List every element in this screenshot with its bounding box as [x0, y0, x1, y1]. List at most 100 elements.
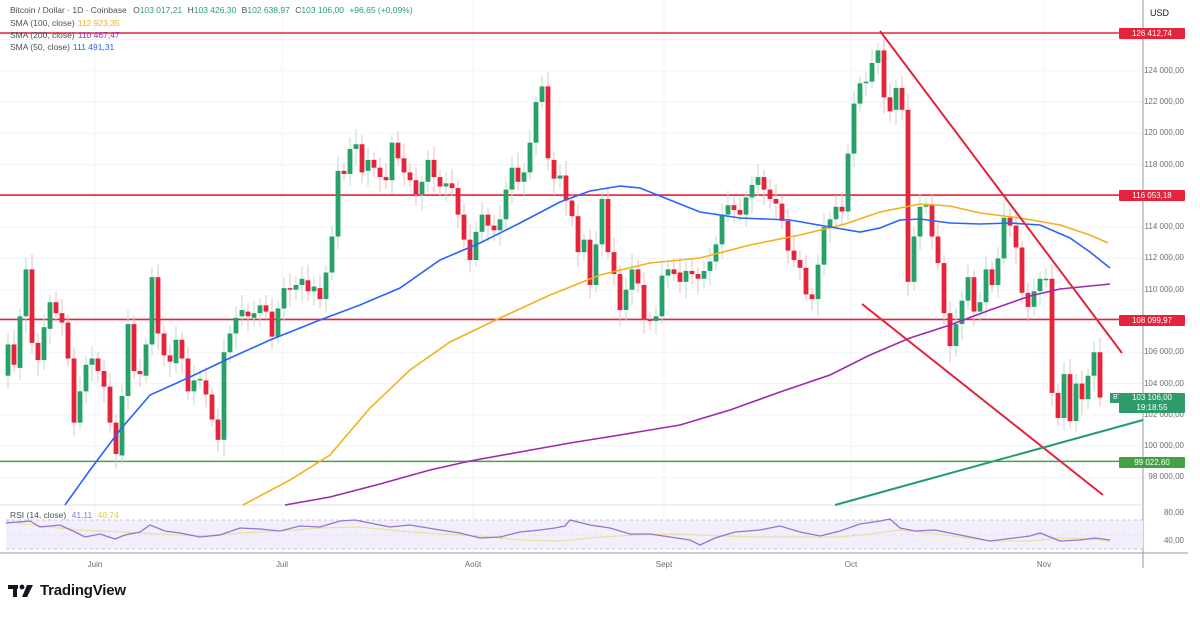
candle-down	[395, 142, 401, 159]
month-oct: Oct	[844, 560, 858, 569]
candle-down	[947, 313, 953, 346]
trendline-resistance[interactable]	[879, 30, 1123, 354]
candle-down	[461, 214, 467, 240]
candle-up	[875, 50, 881, 63]
candle-down	[1097, 352, 1103, 398]
candle-down	[65, 322, 71, 359]
candle-down	[575, 216, 581, 253]
candle-up	[479, 214, 485, 232]
candle-down	[383, 177, 389, 181]
candle-up	[707, 261, 713, 271]
close-value: 103 106,00	[301, 5, 344, 15]
candle-up	[1037, 278, 1043, 292]
candle-up	[323, 272, 329, 300]
candle-up	[233, 317, 239, 334]
month-jul: Juil	[275, 560, 289, 569]
candle-up	[197, 378, 203, 381]
candle-down	[269, 311, 275, 337]
candle-down	[485, 214, 491, 226]
candle-down	[767, 189, 773, 199]
candle-down	[791, 250, 797, 260]
trendline-channel-low[interactable]	[861, 303, 1104, 496]
candle-down	[563, 175, 569, 201]
candle-down	[803, 267, 809, 295]
candle-up	[353, 144, 359, 149]
candle-up	[533, 102, 539, 143]
candle-down	[809, 294, 815, 300]
currency-label: USD	[1150, 8, 1170, 18]
candle-down	[611, 252, 617, 275]
price-tick: 122 000,00	[1143, 97, 1184, 106]
candle-down	[203, 380, 209, 395]
candle-down	[317, 288, 323, 300]
sma-50-line	[64, 185, 1111, 506]
candle-up	[1085, 375, 1091, 400]
candle-up	[581, 239, 587, 253]
candle-down	[1049, 278, 1055, 393]
candle-up	[389, 142, 395, 181]
candle-down	[341, 170, 347, 174]
candle-up	[743, 197, 749, 215]
candle-down	[407, 172, 413, 181]
trendline-ascending-support[interactable]	[834, 419, 1144, 506]
candle-down	[29, 269, 35, 343]
candle-up	[347, 148, 353, 174]
candle-up	[329, 236, 335, 273]
tradingview-logo[interactable]: TradingView	[8, 582, 126, 599]
candle-up	[1073, 383, 1079, 422]
candle-up	[443, 183, 449, 187]
sma-200-line	[284, 283, 1111, 506]
sma-100-legend[interactable]: SMA (100, close) 112 923,35	[10, 18, 120, 28]
symbol-legend[interactable]: Bitcoin / Dollar · 1D · Coinbase O103 01…	[10, 5, 413, 15]
candle-down	[377, 167, 383, 178]
candle-up	[749, 184, 755, 198]
candle-up	[83, 364, 89, 392]
candle-up	[1061, 374, 1067, 418]
price-tick: 100 000,00	[1143, 441, 1184, 451]
candle-up	[959, 300, 965, 325]
candle-down	[569, 200, 575, 217]
candle-down	[1067, 374, 1073, 422]
symbol-title: Bitcoin / Dollar · 1D · Coinbase	[10, 5, 127, 15]
candle-up	[539, 86, 545, 103]
candle-down	[437, 177, 443, 187]
candle-up	[911, 236, 917, 282]
rsi-line	[5, 518, 1111, 546]
candle-down	[641, 285, 647, 320]
candle-down	[887, 97, 893, 112]
candle-down	[671, 269, 677, 275]
candle-up	[821, 227, 827, 265]
candle-up	[815, 264, 821, 300]
sma-50-legend[interactable]: SMA (50, close) 111 491,31	[10, 42, 115, 52]
candle-down	[455, 188, 461, 215]
rsi-legend[interactable]: RSI (14, close) 41,11 40,74	[10, 510, 119, 520]
candle-down	[287, 288, 293, 290]
price-tick: 112 000,00	[1144, 253, 1184, 263]
candle-down	[371, 159, 377, 168]
candle-down	[1013, 225, 1019, 248]
candle-up	[557, 175, 563, 179]
candle-down	[155, 277, 161, 334]
candle-up	[299, 278, 305, 286]
candle-down	[989, 269, 995, 286]
level-tag-99022: 99 022,60	[1119, 457, 1185, 468]
price-tick: 118 000,00	[1144, 159, 1184, 169]
candle-up	[893, 87, 899, 110]
month-nov: Nov	[1036, 560, 1052, 569]
month-sep: Sept	[655, 560, 673, 569]
candle-up	[251, 313, 257, 318]
candle-down	[773, 198, 779, 204]
candle-up	[143, 344, 149, 376]
candle-up	[149, 277, 155, 345]
candle-down	[137, 371, 143, 375]
candle-up	[257, 305, 263, 314]
sma-200-legend[interactable]: SMA (200, close) 110 467,47	[10, 30, 120, 40]
candle-down	[551, 159, 557, 179]
candle-up	[41, 327, 47, 361]
candle-down	[971, 277, 977, 312]
candle-down	[113, 422, 119, 454]
candle-down	[779, 203, 785, 221]
candle-down	[689, 270, 695, 275]
